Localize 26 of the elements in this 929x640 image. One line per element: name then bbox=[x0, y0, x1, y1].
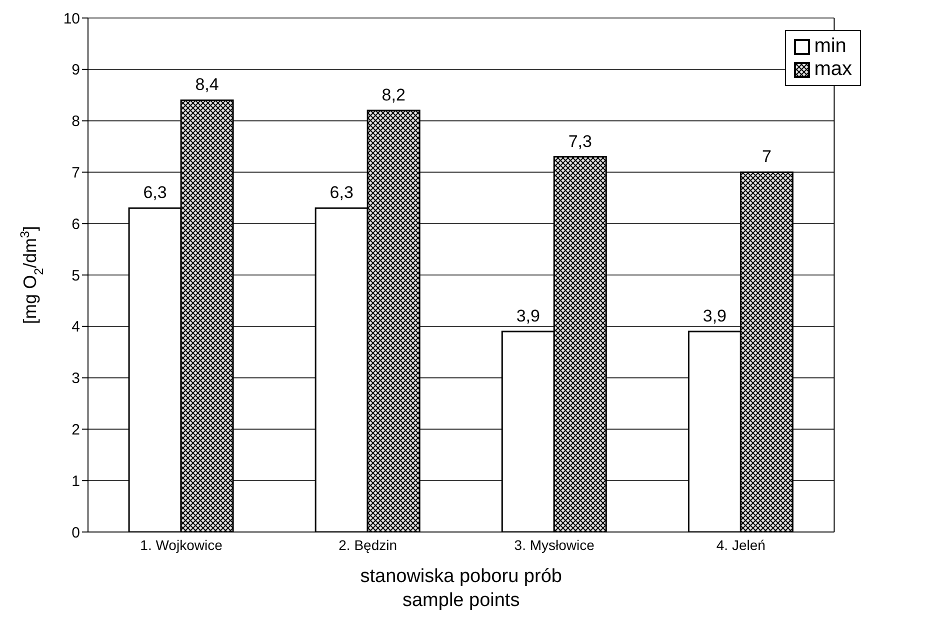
y-tick-label: 1 bbox=[72, 472, 80, 490]
y-tick-label: 0 bbox=[72, 524, 80, 542]
y-tick-label: 7 bbox=[72, 164, 80, 182]
data-label: 6,3 bbox=[143, 183, 167, 202]
x-tick-label: 4. Jeleń bbox=[716, 536, 766, 553]
y-tick-label: 5 bbox=[72, 267, 80, 284]
x-tick-label: 3. Mysłowice bbox=[514, 536, 595, 553]
legend-label: min bbox=[814, 35, 846, 58]
data-label: 3,9 bbox=[702, 306, 727, 326]
y-tick-label: 4 bbox=[72, 318, 80, 336]
y-tick-label: 10 bbox=[63, 10, 80, 28]
x-tick-label: 1. Wojkowice bbox=[140, 536, 223, 553]
x-axis-title: stanowiska poboru prób sample points bbox=[360, 566, 562, 611]
data-label: 7,3 bbox=[568, 132, 592, 151]
y-tick-label: 2 bbox=[72, 422, 80, 439]
y-tick-label: 3 bbox=[72, 370, 80, 388]
y-tick-label: 6 bbox=[72, 216, 80, 233]
data-label: 8,4 bbox=[195, 75, 219, 94]
data-label: 6,3 bbox=[330, 183, 354, 202]
data-label: 7 bbox=[762, 147, 772, 166]
data-label: 3,9 bbox=[516, 306, 540, 326]
data-label: 8,2 bbox=[382, 86, 406, 105]
y-tick-label: 9 bbox=[72, 62, 80, 79]
x-tick-label: 2. Będzin bbox=[338, 536, 398, 553]
legend-label: max bbox=[814, 58, 852, 81]
y-tick-label: 8 bbox=[72, 113, 80, 130]
